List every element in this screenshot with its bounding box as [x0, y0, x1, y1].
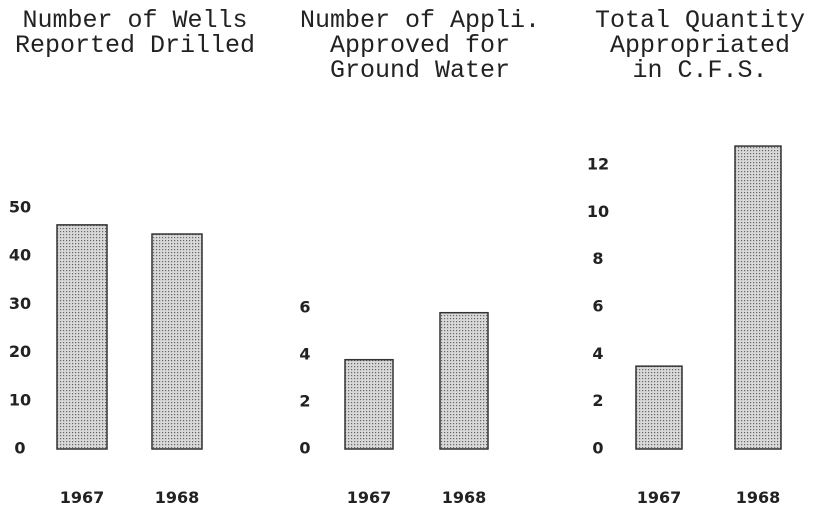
x-tick-label: 1967	[347, 488, 392, 507]
y-tick-label: 6	[299, 298, 310, 317]
y-tick-label: 0	[299, 439, 310, 458]
chart-title: Total Quantity	[595, 6, 805, 35]
y-tick-label: 0	[14, 439, 25, 458]
y-tick-label: 20	[9, 342, 31, 361]
y-tick-label: 10	[587, 202, 609, 221]
y-tick-label: 40	[9, 246, 31, 265]
y-tick-label: 10	[9, 390, 31, 409]
y-tick-label: 30	[9, 294, 31, 313]
x-tick-label: 1968	[442, 488, 487, 507]
y-tick-label: 0	[592, 439, 603, 458]
bar	[439, 311, 489, 450]
bar	[344, 358, 394, 450]
x-tick-label: 1968	[155, 488, 200, 507]
chart-title: Number of Appli.	[300, 6, 540, 35]
y-tick-label: 4	[299, 345, 310, 364]
chart-title: Appropriated	[610, 31, 790, 60]
chart-title: Approved for	[330, 31, 510, 60]
chart-title: Reported Drilled	[15, 31, 255, 60]
y-tick-label: 2	[299, 392, 310, 411]
bar	[56, 224, 108, 450]
chart-title: Number of Wells	[22, 6, 247, 35]
y-tick-label: 12	[587, 155, 609, 174]
y-tick-label: 8	[592, 249, 603, 268]
bar	[635, 365, 683, 450]
x-tick-label: 1968	[736, 488, 781, 507]
chart-title: in C.F.S.	[632, 56, 767, 85]
y-tick-label: 50	[9, 198, 31, 217]
y-tick-label: 2	[592, 391, 603, 410]
y-tick-label: 6	[592, 297, 603, 316]
bar	[734, 145, 782, 450]
y-tick-label: 4	[592, 344, 603, 363]
x-tick-label: 1967	[637, 488, 682, 507]
bar	[151, 233, 203, 450]
x-tick-label: 1967	[60, 488, 105, 507]
chart-title: Ground Water	[330, 56, 510, 85]
